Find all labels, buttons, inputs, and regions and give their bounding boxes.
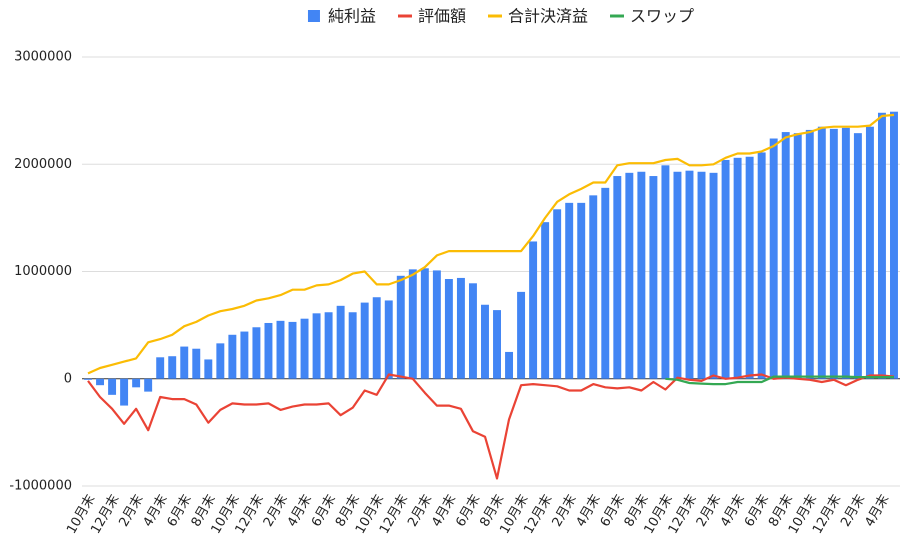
bar: [697, 171, 706, 379]
x-tick-label: 4月末: [862, 492, 892, 529]
bar: [745, 156, 754, 379]
bar: [408, 269, 417, 379]
bar: [336, 305, 345, 379]
bar: [192, 348, 201, 379]
bar: [84, 378, 92, 380]
bar: [589, 195, 598, 379]
bar: [877, 112, 886, 379]
bar: [120, 378, 129, 406]
bar: [577, 202, 586, 379]
bar: [769, 138, 778, 379]
bar: [216, 343, 225, 379]
bar: [817, 126, 826, 379]
legend-label: スワップ: [630, 7, 694, 26]
bar: [517, 291, 526, 379]
bar: [649, 176, 658, 379]
bar: [565, 202, 574, 379]
y-tick-label: -1000000: [9, 479, 72, 494]
bar: [156, 357, 165, 379]
bar: [661, 165, 670, 379]
bar: [312, 313, 321, 379]
y-tick-label: 2000000: [14, 157, 72, 172]
bar: [553, 209, 562, 379]
bar: [324, 312, 333, 379]
bar: [673, 171, 682, 379]
bar: [264, 322, 273, 379]
bar: [168, 356, 177, 379]
bar: [529, 241, 538, 379]
bar: [829, 128, 838, 379]
bar: [96, 378, 105, 386]
y-tick-label: 0: [64, 371, 72, 386]
bar: [396, 275, 405, 379]
bar: [180, 346, 189, 379]
bar: [757, 152, 766, 379]
bar: [685, 170, 694, 379]
line-series: [87, 113, 895, 375]
legend: 純利益 評価額 合計決済益 スワップ: [307, 7, 694, 26]
bar: [505, 351, 514, 379]
bar: [793, 133, 802, 379]
bar: [132, 378, 141, 388]
bar: [420, 268, 429, 379]
bar: [468, 283, 477, 379]
bar: [493, 310, 501, 379]
bar: [288, 321, 297, 379]
bar: [204, 359, 213, 379]
bar: [709, 172, 718, 379]
legend-label: 合計決済益: [508, 7, 588, 26]
bar: [733, 157, 742, 379]
bar: [444, 279, 453, 379]
line-series: [665, 375, 894, 386]
bar: [360, 302, 369, 379]
bar: [841, 127, 850, 379]
bar: [300, 318, 309, 379]
bar: [456, 277, 465, 379]
bar: [865, 126, 874, 379]
bar: [348, 312, 357, 379]
line-series: [87, 373, 895, 480]
bar: [805, 129, 814, 379]
y-tick-label: 3000000: [14, 50, 72, 65]
bar: [625, 172, 634, 379]
legend-label: 評価額: [418, 7, 466, 26]
bar: [432, 270, 441, 379]
bar: [781, 132, 790, 379]
bar: [853, 133, 862, 379]
bar: [276, 320, 285, 379]
bar: [637, 171, 646, 379]
bar: [481, 304, 489, 379]
bar: [890, 111, 898, 379]
bar: [252, 327, 261, 379]
bar: [108, 378, 117, 395]
bar: [240, 331, 249, 379]
bar: [721, 159, 730, 379]
legend-swatch: [307, 10, 320, 22]
bar: [372, 297, 381, 379]
legend-label: 純利益: [328, 7, 376, 26]
bar: [384, 300, 393, 379]
bar: [228, 334, 237, 379]
bar: [541, 222, 550, 379]
bar: [144, 378, 153, 392]
bar: [613, 176, 622, 379]
bar: [601, 187, 610, 379]
y-tick-label: 1000000: [14, 264, 72, 279]
